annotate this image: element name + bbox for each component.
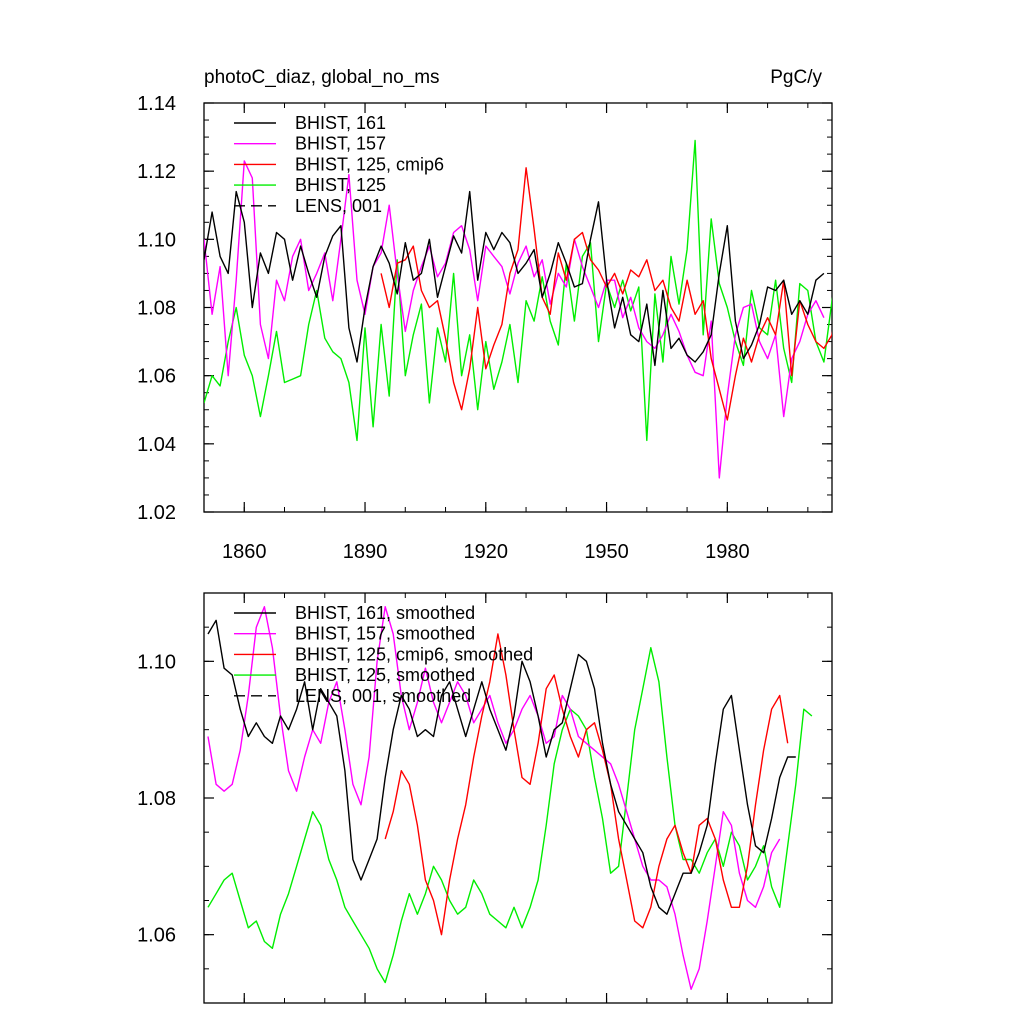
series-line-3 [204,139,832,442]
units-label: PgC/y [770,67,822,88]
y-tick-label: 1.02 [137,502,176,524]
y-tick-label: 1.10 [137,651,176,673]
legend-label: BHIST, 157 [295,134,386,154]
legend-label: LENS, 001, smoothed [295,686,471,706]
legend-label: BHIST, 161 [295,113,386,133]
series-line-2 [384,633,789,936]
x-tick-label: 1980 [705,541,750,563]
legend-label: BHIST, 125, cmip6 [295,154,444,174]
series-line-2 [380,167,832,421]
series-line-1 [207,606,781,990]
legend-label: LENS, 001 [295,196,382,216]
y-tick-label: 1.04 [137,434,176,456]
y-tick-label: 1.14 [137,93,176,115]
legend-label: BHIST, 157, smoothed [295,624,475,644]
y-tick-label: 1.12 [137,161,176,183]
top-panel: photoC_diaz, global_no_ms PgC/y 1.02 1.04… [137,67,833,563]
y-tick-label: 1.06 [137,925,176,947]
y-tick-label: 1.06 [137,366,176,388]
y-tick-label: 1.08 [137,298,176,320]
legend-label: BHIST, 125, smoothed [295,665,475,685]
x-tick-label: 1890 [343,541,388,563]
legend-label: BHIST, 125 [295,175,386,195]
x-tick-label: 1920 [464,541,509,563]
plot-title: photoC_diaz, global_no_ms [204,67,440,88]
x-tick-label: 1860 [222,541,267,563]
legend-label: BHIST, 125, cmip6, smoothed [295,644,533,664]
series-line-0 [204,190,825,367]
y-tick-label: 1.08 [137,788,176,810]
y-tick-label: 1.10 [137,229,176,251]
series-line-3 [207,647,813,984]
series-line-0 [207,619,796,915]
series-line-1 [204,160,825,479]
legend-label: BHIST, 161, smoothed [295,603,475,623]
bottom-panel: 1.061.081.10 BHIST, 161, smoothedBHIST, … [137,592,833,1004]
x-tick-label: 1950 [584,541,629,563]
